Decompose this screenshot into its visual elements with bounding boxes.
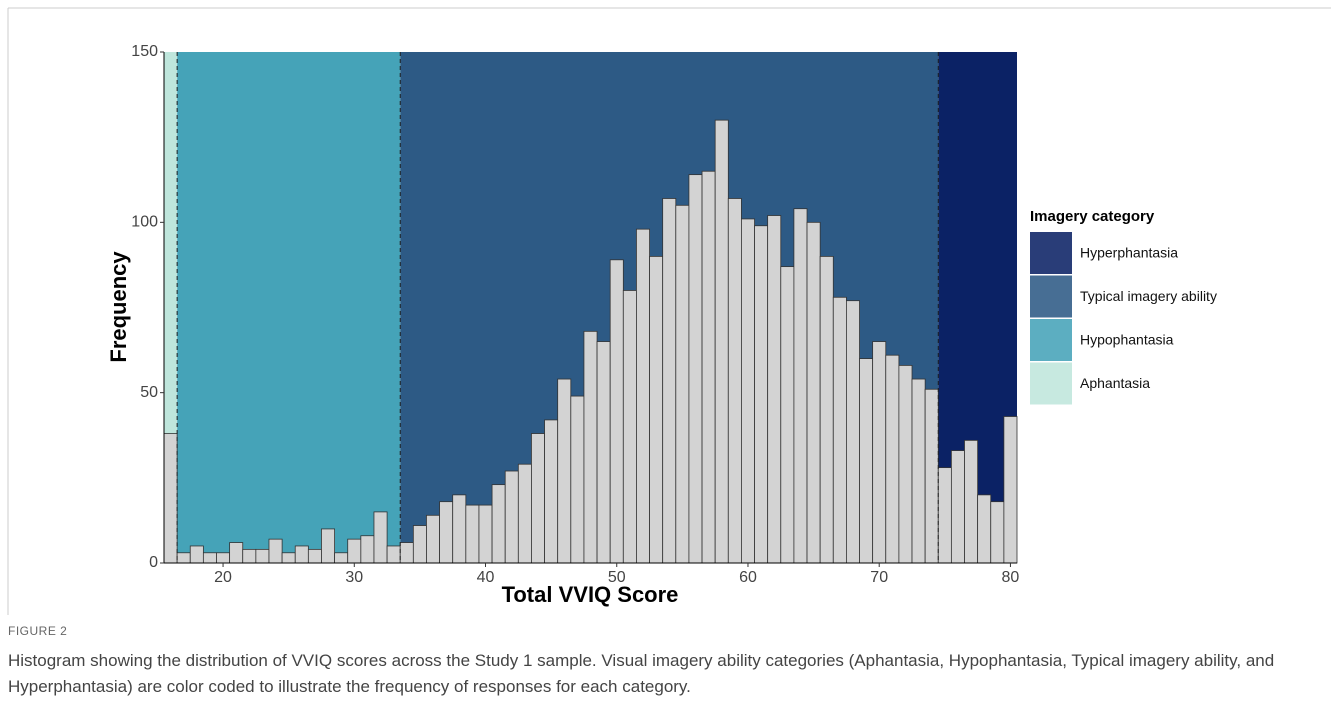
x-tick-label: 40 <box>477 569 495 586</box>
bar <box>937 467 952 564</box>
bar <box>898 365 913 564</box>
y-tick-label: 0 <box>149 554 158 571</box>
bar <box>229 542 244 564</box>
bar <box>531 433 545 564</box>
bar <box>439 501 454 564</box>
legend-swatch <box>1030 232 1072 274</box>
bar <box>649 255 664 564</box>
bar <box>846 300 860 564</box>
bar <box>426 514 440 564</box>
x-axis-title: Total VVIQ Score <box>502 582 679 607</box>
bar <box>491 484 506 564</box>
bar <box>924 388 939 564</box>
legend-swatch <box>1030 319 1072 361</box>
figure-caption: Histogram showing the distribution of VV… <box>8 651 1275 696</box>
y-tick-label: 50 <box>140 384 158 401</box>
bar <box>688 174 703 564</box>
bar <box>977 494 992 564</box>
bar <box>202 552 217 564</box>
bar <box>294 545 309 564</box>
x-tick-label: 80 <box>1002 569 1020 586</box>
bar <box>754 225 769 564</box>
bar <box>570 395 585 564</box>
legend-label: Aphantasia <box>1080 375 1150 391</box>
bar <box>557 378 572 564</box>
bar <box>544 419 559 564</box>
plot-area <box>163 52 1018 564</box>
x-tick-label: 60 <box>739 569 757 586</box>
bar <box>727 198 742 564</box>
bar <box>741 218 755 564</box>
chart: Total VVIQ Score Frequency Imagery categ… <box>7 7 1331 615</box>
bar <box>334 552 349 564</box>
bar <box>911 378 926 564</box>
bar <box>583 330 598 564</box>
bar <box>872 341 887 564</box>
bar <box>964 439 979 564</box>
legend-swatch <box>1030 275 1072 318</box>
bar <box>347 538 362 564</box>
y-tick-label: 150 <box>131 43 158 60</box>
bar <box>307 548 322 564</box>
figure-label: FIGURE 2 <box>8 624 68 638</box>
bar <box>806 221 821 564</box>
bar <box>780 266 795 564</box>
bar <box>517 463 532 564</box>
legend-swatch <box>1030 362 1072 405</box>
legend-title: Imagery category <box>1030 208 1155 225</box>
bar <box>990 501 1005 564</box>
bar <box>399 542 414 564</box>
bar <box>701 170 716 564</box>
bar <box>176 552 191 564</box>
category-region <box>177 52 401 563</box>
bar <box>216 552 231 564</box>
bar <box>452 494 467 564</box>
y-axis-title: Frequency <box>106 251 131 363</box>
legend-label: Typical imagery ability <box>1080 288 1217 304</box>
bar <box>714 119 729 564</box>
bar <box>189 545 204 564</box>
bar <box>478 504 493 564</box>
bar <box>793 208 808 564</box>
bar <box>268 538 283 564</box>
bar <box>832 296 847 564</box>
legend-label: Hyperphantasia <box>1080 245 1178 261</box>
bar <box>675 204 690 564</box>
bar <box>242 548 257 564</box>
x-tick-label: 20 <box>214 569 232 586</box>
bar <box>609 259 624 564</box>
bar <box>386 545 401 564</box>
bar <box>504 470 519 564</box>
x-tick-label: 30 <box>345 569 363 586</box>
x-tick-label: 70 <box>870 569 888 586</box>
bar <box>622 290 637 564</box>
bar <box>255 548 270 564</box>
bar <box>885 354 900 564</box>
bar <box>767 215 782 564</box>
bar <box>321 528 336 564</box>
bar <box>819 255 834 564</box>
x-tick-label: 50 <box>608 569 626 586</box>
bar <box>163 433 178 564</box>
bar <box>1003 416 1018 564</box>
bar <box>636 228 650 564</box>
bar <box>662 198 677 564</box>
bar <box>360 535 375 564</box>
y-tick-label: 100 <box>131 214 158 231</box>
bar <box>465 504 480 564</box>
bar <box>859 358 874 564</box>
bar <box>373 511 388 564</box>
bar <box>950 450 965 564</box>
bar <box>596 341 611 564</box>
legend-label: Hypophantasia <box>1080 332 1174 348</box>
bar <box>412 525 427 564</box>
bar <box>281 552 296 564</box>
